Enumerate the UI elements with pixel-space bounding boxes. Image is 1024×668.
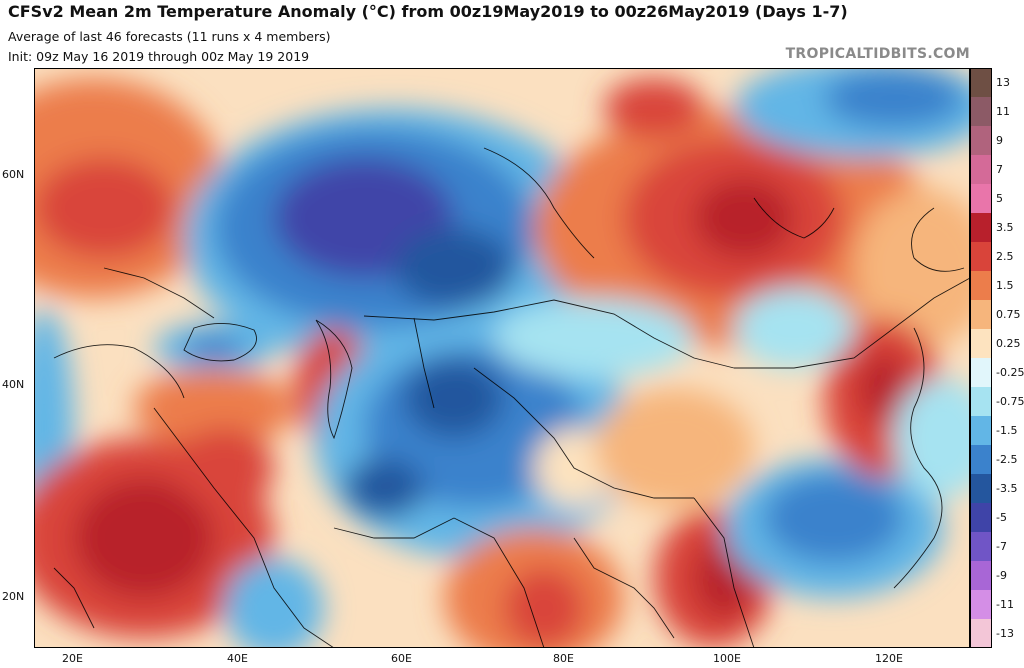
colorbar-label: 5 xyxy=(996,191,1003,205)
colorbar-swatch xyxy=(970,619,992,648)
colorbar-swatch xyxy=(970,532,992,562)
lon-label-100e: 100E xyxy=(713,652,741,665)
colorbar-label: -1.5 xyxy=(996,423,1018,437)
lat-label-60n: 60N xyxy=(2,168,25,181)
colorbar-swatch xyxy=(970,242,992,272)
colorbar-label: -2.5 xyxy=(996,452,1018,466)
lon-label-80e: 80E xyxy=(553,652,574,665)
colorbar-label: 0.25 xyxy=(996,336,1021,350)
black-sea-cold xyxy=(154,323,274,373)
colorbar-swatch xyxy=(970,126,992,156)
colorbar-swatch xyxy=(970,474,992,504)
lon-label-20e: 20E xyxy=(62,652,83,665)
colorbar-swatch xyxy=(970,503,992,533)
lon-label-40e: 40E xyxy=(227,652,248,665)
colorbar-swatch xyxy=(970,213,992,243)
colorbar-swatch xyxy=(970,590,992,620)
colorbar-label: -7 xyxy=(996,539,1007,553)
source-credit: TROPICALTIDBITS.COM xyxy=(785,46,970,62)
colorbar-label: 11 xyxy=(996,104,1010,118)
temperature-anomaly-map xyxy=(34,68,970,648)
colorbar-label: -0.25 xyxy=(996,365,1024,379)
colorbar-swatch xyxy=(970,358,992,388)
colorbar xyxy=(970,68,992,648)
map-subtitle: Average of last 46 forecasts (11 runs x … xyxy=(8,29,331,44)
colorbar-label: -5 xyxy=(996,510,1007,524)
colorbar-label: -3.5 xyxy=(996,481,1018,495)
colorbar-label: 1.5 xyxy=(996,278,1014,292)
colorbar-label: 2.5 xyxy=(996,249,1014,263)
colorbar-label: 13 xyxy=(996,75,1010,89)
lat-label-20n: 20N xyxy=(2,590,25,603)
russia-cold xyxy=(184,108,604,368)
siberia-warm xyxy=(534,78,934,348)
colorbar-swatch xyxy=(970,155,992,185)
lon-label-60e: 60E xyxy=(391,652,412,665)
map-title: CFSv2 Mean 2m Temperature Anomaly (°C) f… xyxy=(8,2,848,21)
colorbar-label: -0.75 xyxy=(996,394,1024,408)
eastern-europe-warm xyxy=(34,78,224,298)
colorbar-swatch xyxy=(970,329,992,359)
colorbar-swatch xyxy=(970,97,992,127)
colorbar-swatch xyxy=(970,271,992,301)
colorbar-label: 7 xyxy=(996,162,1003,176)
colorbar-label: -11 xyxy=(996,597,1014,611)
colorbar-label: 3.5 xyxy=(996,220,1014,234)
init-time: Init: 09z May 16 2019 through 00z May 19… xyxy=(8,49,310,64)
colorbar-swatch xyxy=(970,387,992,417)
colorbar-swatch xyxy=(970,68,992,98)
colorbar-swatch xyxy=(970,300,992,330)
colorbar-label: 9 xyxy=(996,133,1003,147)
lon-label-120e: 120E xyxy=(875,652,903,665)
colorbar-label: -13 xyxy=(996,626,1014,640)
colorbar-swatch xyxy=(970,184,992,214)
colorbar-label: 0.75 xyxy=(996,307,1021,321)
south-china-cold xyxy=(724,458,944,598)
colorbar-swatch xyxy=(970,561,992,591)
colorbar-swatch xyxy=(970,445,992,475)
colorbar-swatch xyxy=(970,416,992,446)
colorbar-label: -9 xyxy=(996,568,1007,582)
lat-label-40n: 40N xyxy=(2,378,25,391)
